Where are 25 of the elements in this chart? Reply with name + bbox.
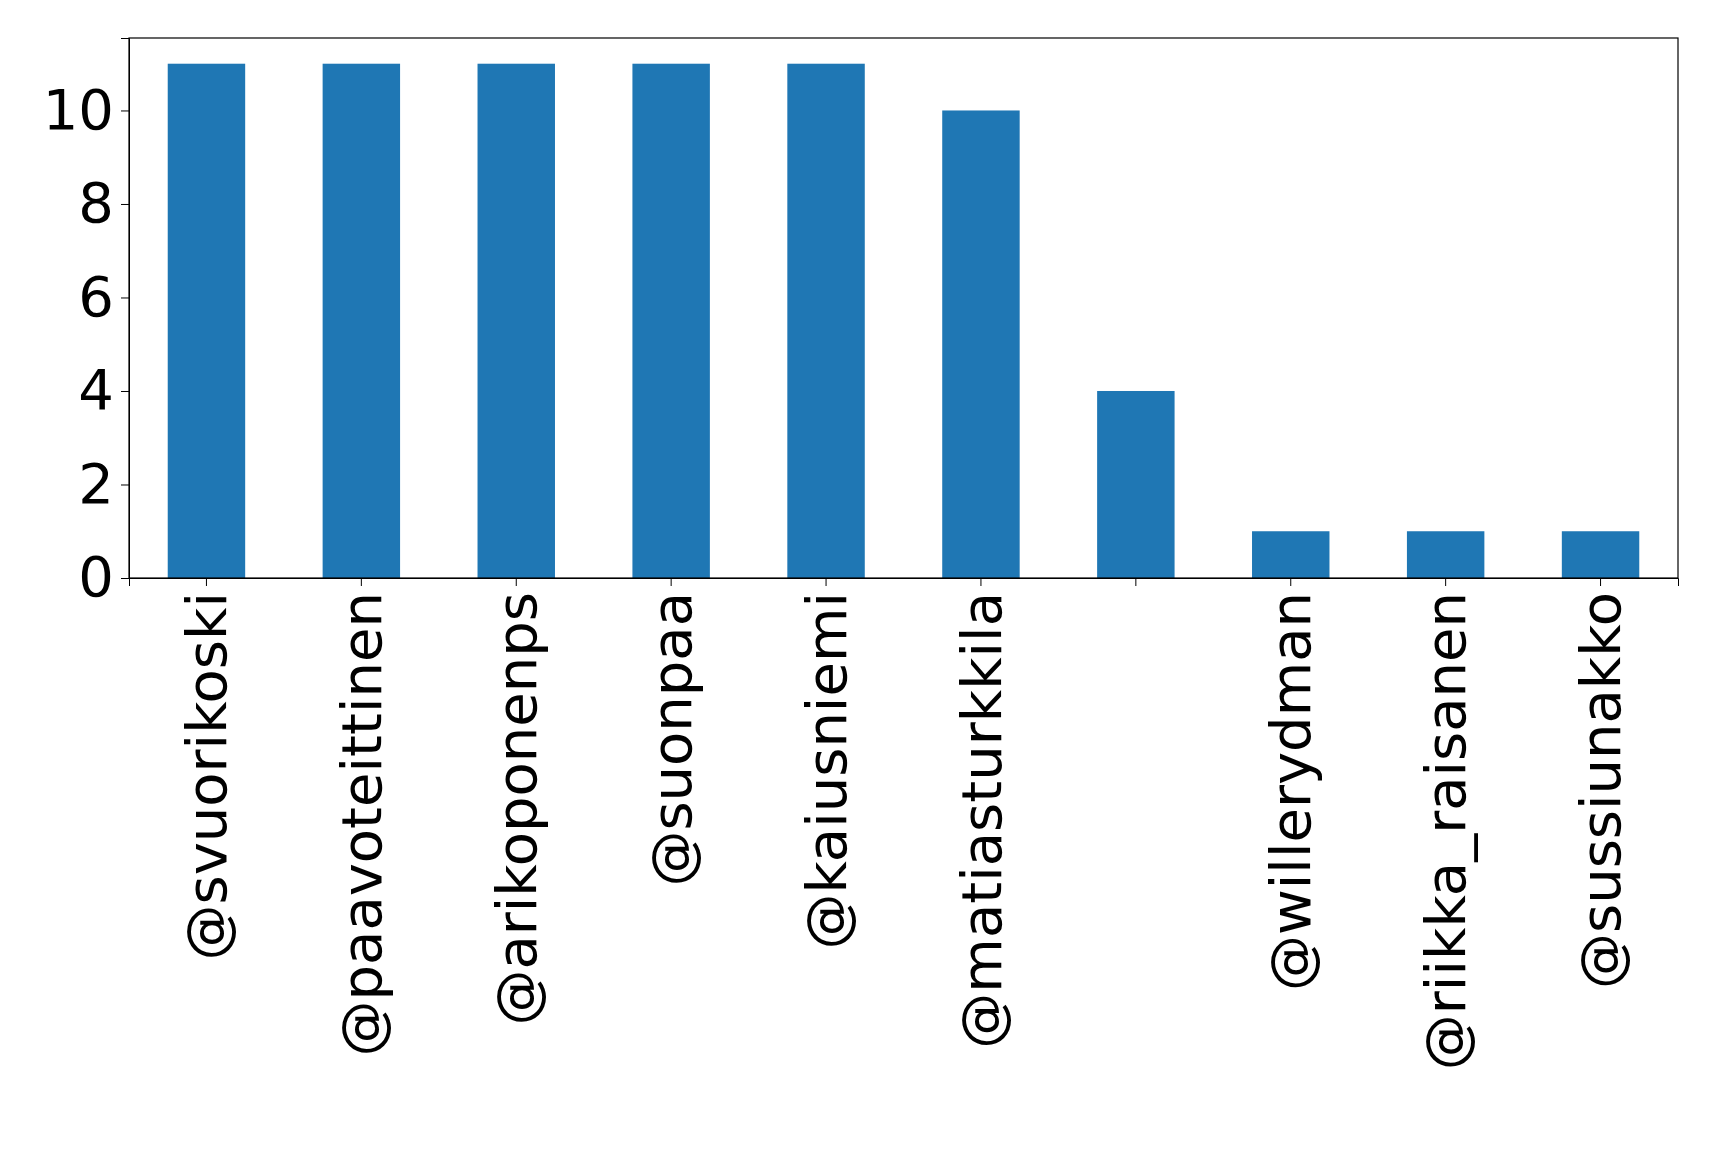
x-tick-label: @kaiusniemi — [793, 592, 859, 950]
x-tick-label: @riikka_raisanen — [1413, 592, 1479, 1071]
x-tick-label: @willerydman — [1258, 592, 1324, 991]
x-tick-label: @arikoponenps — [483, 592, 549, 1026]
bar — [1097, 390, 1175, 578]
y-tick-label: 10 — [42, 76, 114, 142]
x-tick-label: @matiasturkkila — [948, 592, 1014, 1049]
x-tick-label: @sussiunakko — [1568, 592, 1634, 990]
bar — [632, 63, 710, 578]
y-tick-label: 8 — [78, 170, 114, 236]
bar — [787, 63, 865, 578]
bar — [1406, 531, 1485, 578]
x-tick-label: @suonpaa — [638, 592, 704, 887]
y-tick-label: 6 — [78, 263, 114, 329]
y-tick-label: 0 — [78, 544, 114, 610]
bar — [1252, 531, 1330, 578]
bar — [942, 110, 1020, 578]
y-tick-label: 4 — [78, 357, 114, 423]
bar — [477, 63, 555, 578]
x-tick-label: @svuorikoski — [174, 592, 240, 961]
bar — [322, 63, 401, 578]
bar — [1561, 531, 1640, 578]
y-tick-label: 2 — [78, 450, 114, 516]
x-tick-label: @paavoteittinen — [328, 592, 394, 1057]
bar — [167, 63, 246, 578]
